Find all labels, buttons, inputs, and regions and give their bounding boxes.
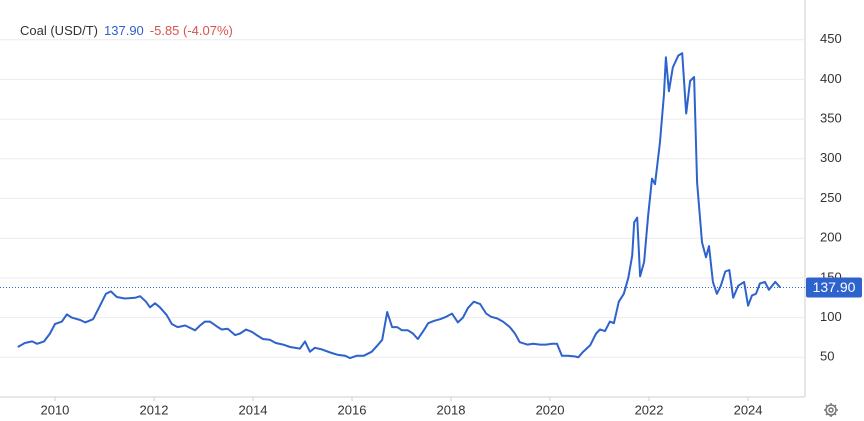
y-tick-label: 450 <box>820 31 842 46</box>
x-tick-label: 2010 <box>40 402 69 417</box>
y-tick-label: 350 <box>820 111 842 126</box>
settings-icon[interactable] <box>824 403 838 417</box>
y-tick-label: 100 <box>820 309 842 324</box>
x-tick-label: 2018 <box>437 402 466 417</box>
x-tick-label: 2022 <box>635 402 664 417</box>
header: Coal (USD/T) 137.90 -5.85 (-4.07%) <box>20 23 239 38</box>
y-tick-label: 50 <box>820 349 834 364</box>
y-tick-label: 200 <box>820 230 842 245</box>
y-tick-label: 400 <box>820 71 842 86</box>
price-line <box>17 52 781 360</box>
last-price-label: 137.90 <box>813 279 856 295</box>
change: -5.85 (-4.07%) <box>149 23 233 38</box>
y-tick-label: 300 <box>820 150 842 165</box>
instrument-name: Coal (USD/T) <box>20 23 99 38</box>
x-tick-label: 2024 <box>734 402 763 417</box>
x-tick-label: 2020 <box>536 402 565 417</box>
x-tick-label: 2012 <box>140 402 169 417</box>
price: 137.90 <box>104 23 144 38</box>
x-tick-label: 2016 <box>338 402 367 417</box>
x-tick-label: 2014 <box>239 402 268 417</box>
last-price-badge <box>806 277 862 298</box>
y-tick-label: 250 <box>820 190 842 205</box>
